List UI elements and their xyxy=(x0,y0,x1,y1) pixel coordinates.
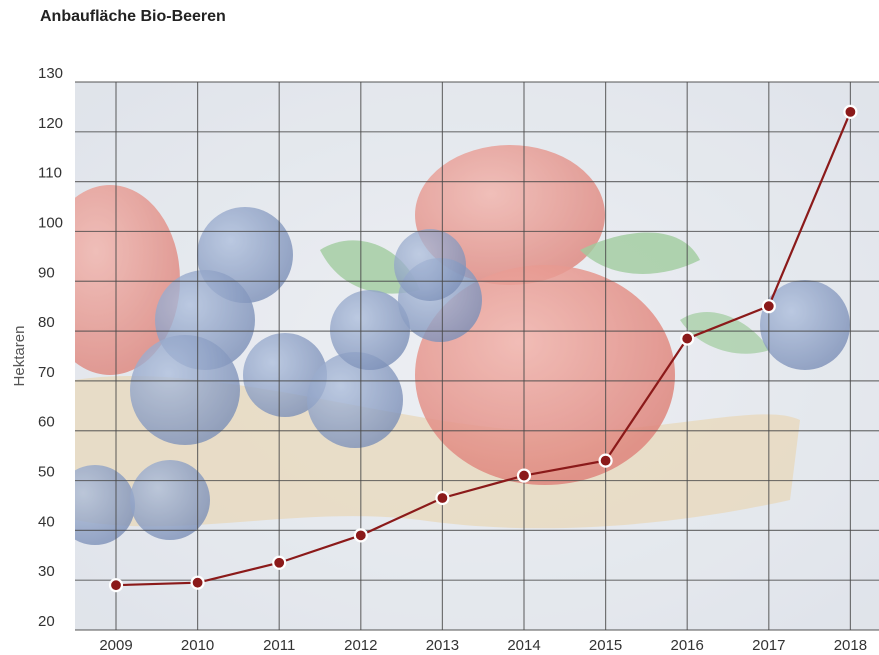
data-point xyxy=(108,578,124,593)
data-point xyxy=(598,453,613,468)
y-tick-label: 30 xyxy=(38,563,55,580)
grid xyxy=(75,81,879,631)
x-axis-ticks: 2009 2010 2011 2012 2013 2014 2015 2016 2017 2018 xyxy=(99,637,867,654)
x-tick-label: 2017 xyxy=(752,637,785,654)
y-tick-label: 120 xyxy=(38,115,63,132)
series-layer xyxy=(108,104,858,593)
y-tick-label: 90 xyxy=(38,264,55,281)
x-tick-label: 2009 xyxy=(99,637,132,654)
y-tick-label: 60 xyxy=(38,414,55,431)
x-tick-label: 2011 xyxy=(263,637,295,654)
x-tick-label: 2010 xyxy=(181,637,214,654)
data-point xyxy=(190,575,205,590)
data-point xyxy=(761,299,776,314)
chart-title: Anbaufläche Bio-Beeren xyxy=(40,8,226,25)
x-tick-label: 2016 xyxy=(671,637,704,654)
x-tick-label: 2014 xyxy=(507,637,540,654)
y-tick-label: 80 xyxy=(38,314,55,331)
y-axis-label: Hektaren xyxy=(11,326,28,387)
series-line xyxy=(115,111,852,587)
data-point xyxy=(516,468,532,483)
data-point xyxy=(680,331,695,346)
data-point xyxy=(843,104,858,119)
y-tick-label: 100 xyxy=(38,214,63,231)
data-point xyxy=(435,490,450,506)
y-tick-label: 20 xyxy=(38,613,55,630)
berries-photo xyxy=(75,82,879,630)
x-tick-label: 2018 xyxy=(834,637,867,654)
y-tick-label: 130 xyxy=(38,65,63,82)
y-tick-label: 40 xyxy=(38,513,55,530)
x-tick-label: 2015 xyxy=(589,637,622,654)
y-axis-ticks: 20 30 40 50 60 70 80 90 100 110 120 130 xyxy=(38,65,63,630)
y-tick-label: 50 xyxy=(38,464,55,481)
x-tick-label: 2013 xyxy=(426,637,459,654)
x-tick-label: 2012 xyxy=(344,637,377,654)
data-point xyxy=(353,528,368,543)
data-point xyxy=(272,555,287,570)
y-tick-label: 70 xyxy=(38,364,55,381)
y-tick-label: 110 xyxy=(38,165,62,182)
